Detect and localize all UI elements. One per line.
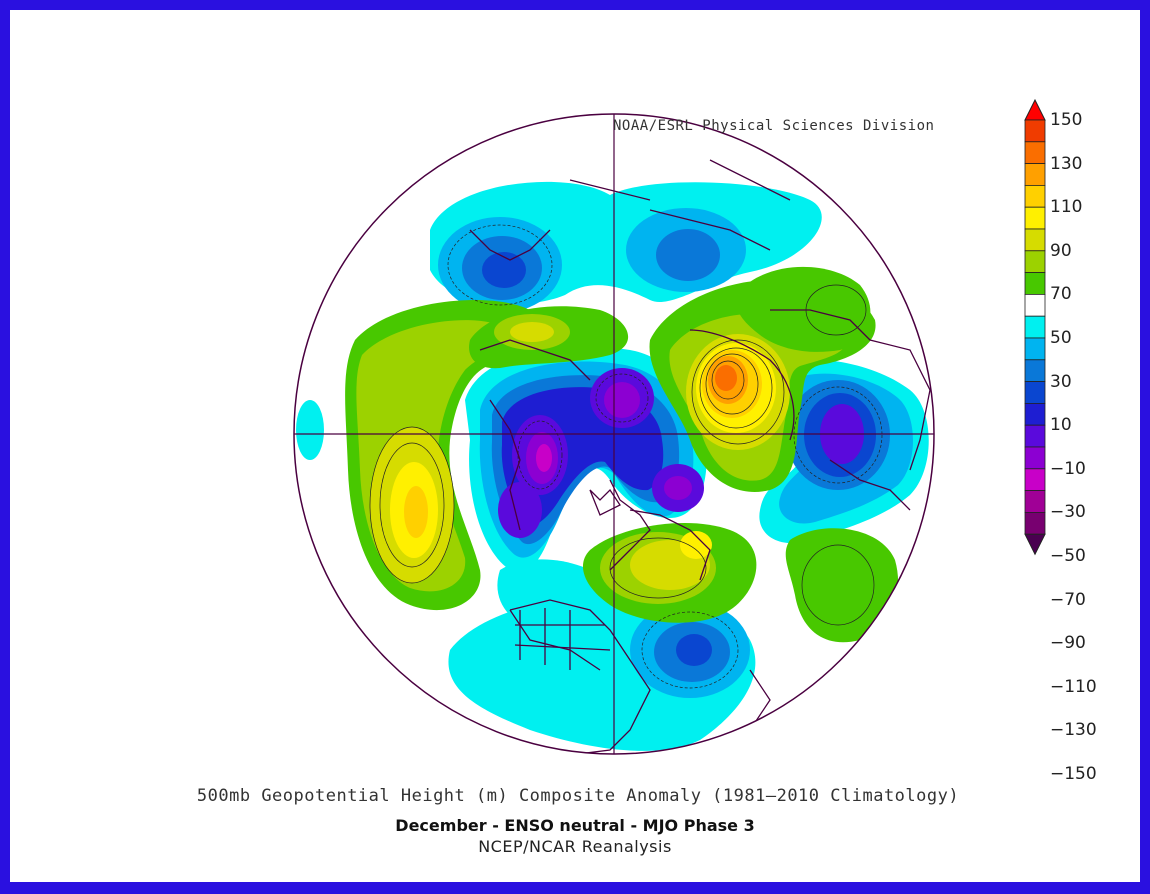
- colorbar-band: [1024, 468, 1046, 491]
- eastern-atlantic-ridge: [785, 528, 899, 643]
- colorbar-tick-label: 30: [1050, 371, 1072, 392]
- colorbar-band: [1024, 163, 1046, 186]
- colorbar-band: [1024, 381, 1046, 404]
- colorbar-tick-label: 90: [1050, 240, 1072, 261]
- colorbar-tick-label: 110: [1050, 197, 1083, 218]
- coastlines: [469, 159, 931, 754]
- colorbar-band: [1024, 228, 1046, 252]
- colorbar-band: [1024, 206, 1046, 230]
- map-subtitle: December - ENSO neutral - MJO Phase 3: [395, 816, 755, 835]
- colorbar-top-arrow: [1024, 98, 1046, 121]
- contour-lines: [369, 224, 883, 689]
- polar-map: [293, 113, 935, 755]
- colorbar-bottom-arrow: [1024, 533, 1046, 556]
- negative-anomaly-regions: [296, 181, 929, 751]
- credit-text: NOAA/ESRL Physical Sciences Division: [613, 118, 935, 134]
- colorbar-tick-label: 130: [1050, 153, 1083, 174]
- colorbar-tick-label: −150: [1050, 764, 1097, 784]
- colorbar-band: [1024, 424, 1046, 448]
- colorbar-band: [1024, 359, 1046, 382]
- colorbar-tick-label: 10: [1050, 415, 1072, 436]
- colorbar-tick-label: −130: [1050, 720, 1097, 741]
- colorbar-tick-label: 50: [1050, 328, 1072, 348]
- colorbar-tick-label: −10: [1050, 458, 1086, 479]
- globe-outline: [293, 113, 935, 755]
- colorbar-band: [1024, 315, 1046, 339]
- colorbar-tick-label: −70: [1050, 589, 1086, 610]
- meridian-lines: [294, 114, 934, 754]
- colorbar-band: [1024, 185, 1046, 208]
- colorbar-band: [1024, 490, 1046, 513]
- colorbar-band: [1024, 141, 1046, 164]
- colorbar-tick-label: −90: [1050, 633, 1086, 654]
- colorbar-band: [1024, 402, 1046, 426]
- map-title: 500mb Geopotential Height (m) Composite …: [196, 786, 960, 806]
- anomaly-field: [294, 114, 934, 754]
- map-source: NCEP/NCAR Reanalysis: [478, 837, 672, 856]
- colorbar-band: [1024, 119, 1046, 143]
- colorbar-band: [1024, 293, 1046, 317]
- colorbar-tick-label: −30: [1050, 502, 1086, 523]
- colorbar-band: [1024, 337, 1046, 361]
- plot-frame: NOAA/ESRL Physical Sciences Division 500…: [10, 10, 1140, 882]
- colorbar-band: [1024, 511, 1046, 535]
- colorbar-band: [1024, 446, 1046, 470]
- colorbar-tick-label: −50: [1050, 546, 1086, 566]
- colorbar-tick-label: −110: [1050, 676, 1097, 697]
- colorbar: [1024, 98, 1046, 556]
- colorbar-tick-label: 70: [1050, 284, 1072, 305]
- colorbar-band: [1024, 250, 1046, 274]
- colorbar-band: [1024, 272, 1046, 295]
- colorbar-tick-label: 150: [1050, 110, 1083, 130]
